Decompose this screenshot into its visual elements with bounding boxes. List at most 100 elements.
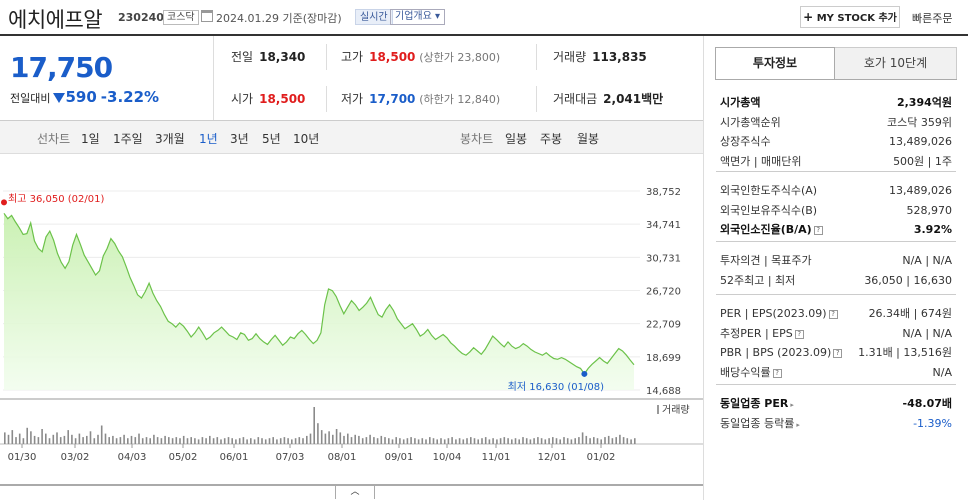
volume-bar [141,438,144,444]
help-icon[interactable]: ? [794,329,804,339]
stat-value: 113,835 [592,50,647,64]
stat-label: 시가 [231,92,254,106]
stat-prev: 전일 18,340 [231,36,305,78]
tab-1w[interactable]: 1주일 [113,132,143,146]
tab-5y[interactable]: 5년 [262,132,281,146]
tab-invest-info[interactable]: 투자정보 [715,47,835,80]
stock-code: 230240 [118,11,164,24]
mystock-add-button[interactable]: + MY STOCK 추가 [800,6,900,28]
volume-bar [238,438,241,444]
invest-row: 액면가 | 매매단위 500원 | 1주 [720,152,952,171]
volume-bar [593,437,595,444]
volume-bar [447,438,450,444]
tab-orderbook[interactable]: 호가 10단계 [835,47,957,80]
tab-1y[interactable]: 1년 [199,132,218,146]
volume-bar [417,439,420,444]
volume-bar [246,439,248,444]
tab-weekly[interactable]: 주봉 [540,132,563,146]
volume-bar [153,434,155,445]
volume-bar [268,438,271,444]
invest-row: 투자의견 | 목표주가 N/A | N/A [720,251,952,270]
volume-bar [186,438,189,444]
current-price: 17,750 [10,51,113,84]
volume-bar [294,438,297,444]
stat-low: 저가 17,700 (하한가 12,840) [341,78,500,120]
x-tick-label: 12/01 [538,452,567,463]
volume-bar [425,439,427,444]
volume-bar [264,439,267,444]
volume-bar [462,439,465,444]
volume-bar [578,437,580,444]
tab-3y[interactable]: 3년 [230,132,249,146]
tab-1d[interactable]: 1일 [81,132,100,146]
volume-bar [332,434,334,445]
volume-bar [130,435,133,444]
chart-collapse-button[interactable]: ︿ [335,485,375,499]
volume-bar [100,425,103,444]
help-icon[interactable]: ? [813,226,823,235]
x-tick-label: 11/01 [482,452,511,463]
help-icon[interactable]: ? [833,349,843,358]
volume-bar [276,439,278,444]
invest-row: PBR | BPS (2023.09)? 1.31배 | 13,516원 [720,343,952,362]
invest-row-label: 상장주식수 [720,135,771,148]
volume-bar [473,438,476,444]
volume-bar [529,439,532,444]
y-tick-label: 14,688 [646,386,681,397]
invest-row-label: 외국인소진율(B/A)? [720,220,823,239]
company-info-dropdown[interactable]: 기업개요 ▾ [390,9,446,25]
y-tick-label: 30,731 [646,253,681,264]
stat-label: 저가 [341,92,364,106]
volume-bar [481,438,483,444]
invest-row-label: 추정PER | EPS? [720,324,804,343]
volume-bar [164,435,166,444]
base-date: 2024.01.29 기준(장마감) [216,12,342,25]
volume-bar [78,433,81,444]
invest-row-value: 1.31배 | 13,516원 [858,346,952,359]
low-label: 최저 16,630 (01/08) [508,381,604,393]
volume-bar [507,438,509,444]
volume-bar [432,438,435,444]
volume-bar [451,437,453,444]
volume-bar [272,437,274,444]
invest-row-value: 528,970 [906,203,953,217]
volume-legend-swatch [657,405,659,414]
volume-bar [350,437,353,444]
tab-3m[interactable]: 3개월 [155,132,185,146]
volume-bar [399,438,401,444]
volume-bar [436,439,438,444]
volume-bar [421,438,424,444]
price-stats: 전일 18,340 고가 18,500 (상한가 23,800) 거래량 113,83… [215,36,703,120]
x-tick-label: 05/02 [169,452,198,463]
help-icon[interactable]: ? [828,310,838,319]
help-icon[interactable]: ? [772,368,782,378]
quick-order-button[interactable]: 빠른주문 [912,12,953,25]
high-label: 최고 36,050 (02/01) [8,193,104,205]
volume-bar [354,434,356,445]
realtime-button[interactable]: 실시간 [355,9,393,25]
chevron-right-icon[interactable]: ▸ [790,401,794,409]
down-triangle-icon [53,93,66,103]
tab-underline [715,79,957,80]
calendar-icon [201,10,213,22]
invest-row: 시가총액 2,394억원 [720,93,952,112]
volume-bar [11,430,14,444]
volume-bar [250,438,252,444]
invest-row-label: PBR | BPS (2023.09)? [720,343,843,362]
volume-bar [223,438,226,444]
tab-daily[interactable]: 일봉 [505,132,528,146]
volume-bar [615,437,617,444]
invest-row-label: 배당수익률? [720,363,782,382]
x-tick-label: 03/02 [61,452,90,463]
invest-row: 시가총액순위 코스닥 359위 [720,113,952,132]
volume-bar [93,438,96,444]
volume-bar [604,437,606,444]
tab-10y[interactable]: 10년 [293,132,320,146]
chevron-right-icon[interactable]: ▸ [796,420,800,429]
invest-row-value: N/A [932,365,952,379]
tab-monthly[interactable]: 월봉 [577,132,600,146]
volume-bar [145,437,148,444]
volume-bar [59,437,62,444]
stat-value: 2,041 [603,92,642,106]
